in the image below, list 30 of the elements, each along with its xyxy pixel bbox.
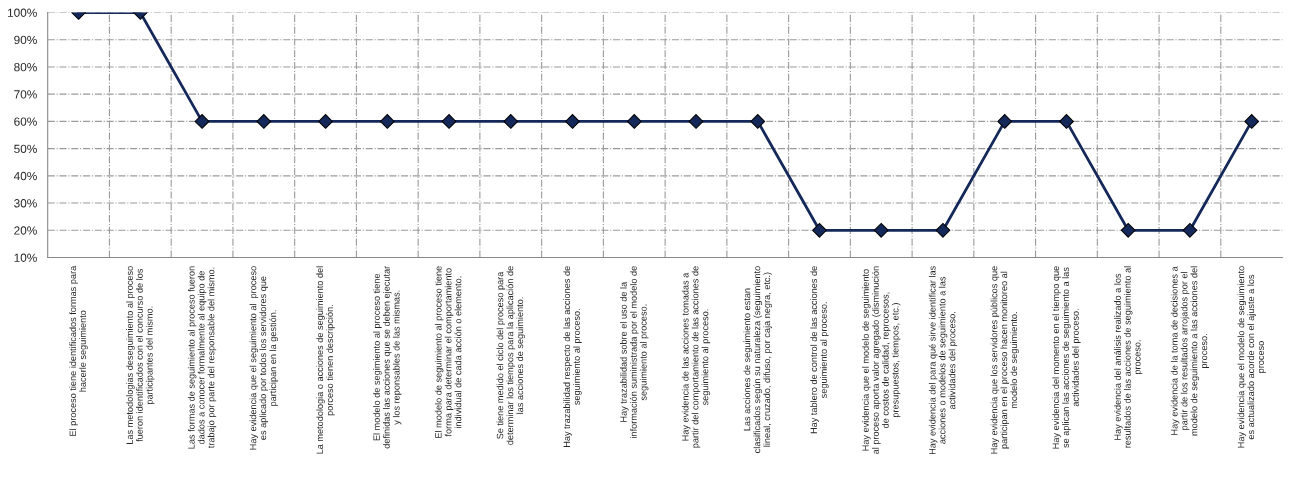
x-tick-label: Hay evidencia que el modelo de seguimiento al proceso aporta valor agregado (disminución de costos de calidad, reprocesos, presupuestos, tiempos, etc.): [862, 266, 901, 454]
x-tick-label: El modelo de seguimiento al proceso tiene forma para determinar el comportamiento individual de cada acción o elemento.: [434, 266, 462, 438]
y-tick-label: 40%: [13, 171, 37, 181]
x-tick-label: El modelo de segimiento al proceso tiene definidas las acciones que se deben ejecutar y los reponsables de las mismas.: [373, 265, 402, 449]
y-tick-label: 60%: [14, 117, 37, 126]
x-tick-label: Hay tablero de control de las acciones de seguimiento al proceso.: [810, 266, 829, 434]
x-tick-label: Hay trazabilidad sobre el uso de la información suministrada por el modelo de seguimiento al proceso.: [620, 266, 649, 438]
x-tick-label: El proceso tiene identificados formas para hacerle seguimiento: [69, 265, 88, 436]
y-tick-label: 30%: [14, 199, 37, 208]
y-tick-label: 10%: [14, 253, 37, 262]
x-tick-label: Las metodologias deseguimiento al proceso fueron identificados con el concurso de los participantes del mismo.: [126, 266, 155, 444]
x-tick-label: Hay evidencia del momento en el tiempo que se aplican las acciones de seguimiento a las actividades del proceso.: [1052, 266, 1081, 449]
x-tick-label: Hay trazabilidad respecto de las acciones de seguimiento al proceso.: [563, 266, 582, 447]
x-tick-label: Las acciones de seguimiento estan clasificados según su naturaleza (seguimiento lineal, cruzado, difuso, por caja negra, etc.): [743, 266, 772, 453]
y-tick-label: 70%: [14, 90, 37, 99]
y-tick-label: 90%: [14, 35, 37, 45]
x-tick-label: Hay evidencia que el modelo de seguimiento es actualizado acorde con el ajuste a los proceso: [1237, 266, 1266, 448]
x-tick-label: Hay evidencia del para qué sirve identificar las acciones o modelos de seguimiento a las actividades del proceso.: [928, 266, 958, 455]
y-tick-label: 80%: [14, 62, 37, 72]
x-tick-label: Hay evidencia de la toma de decisiones a partir de los resultados arrojados por el modelo de seguimiento a las acciones del proceso.: [1170, 266, 1210, 436]
x-tick-label: Hay evidencia de las acciones tomadas a partir del comportamiento de las acciones de seguimiento al proceso.: [681, 266, 711, 448]
x-tick-label: Las formas de seguimiento al proceso fueron dados a conocer formalmente al equipo de trabajo por parte del responsable del mismo.: [187, 266, 217, 449]
x-tick-label: Hay evidencia que el seguimiento al proceso es aplicado por todos los servidores que participan en la gestión.: [249, 266, 278, 450]
y-tick-label: 100%: [7, 8, 37, 17]
x-tick-label: La metodologia o acciones de seguimiento del porceso tienen descripción.: [316, 266, 335, 454]
x-tick-label: Hay evidencia del análisis realizado a los resultados de las acciones de seguimiento al proceso.: [1114, 266, 1143, 448]
y-tick-label: 50%: [14, 144, 37, 154]
x-tick-label: Se tiene medido el ciclo del proceso para determinar los tiempos para la aplicación de las acciones de seguimiento.: [496, 266, 525, 445]
y-tick-label: 20%: [14, 226, 37, 235]
x-tick-label: Hay evidencia que los servidores públicos que participan en el proceso hacen monitoreo al modelo de seguimiento.: [990, 266, 1019, 454]
